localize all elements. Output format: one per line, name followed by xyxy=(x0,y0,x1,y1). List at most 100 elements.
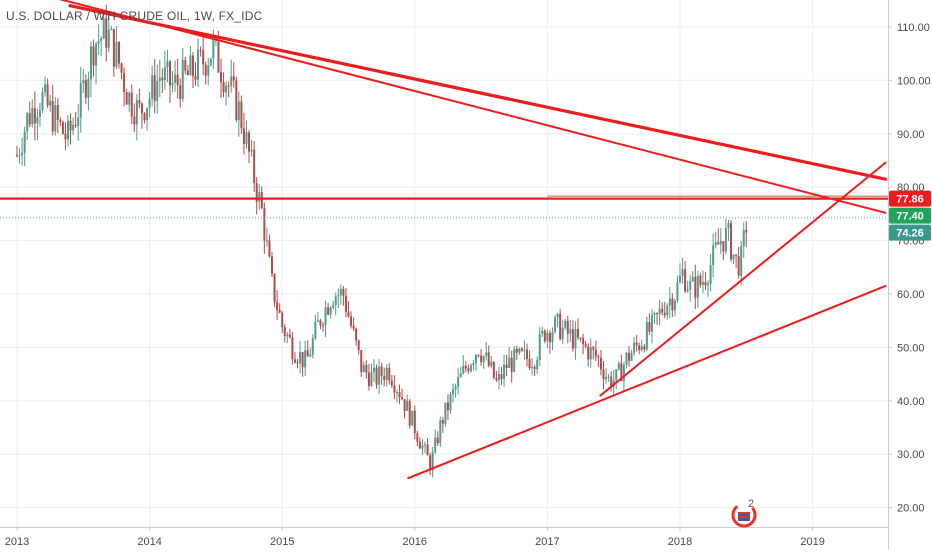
candle-body xyxy=(658,308,661,315)
candle-body xyxy=(714,242,717,246)
candle-body xyxy=(431,452,434,471)
candle-body xyxy=(434,437,437,453)
trendline-4[interactable] xyxy=(599,161,887,397)
candle-body xyxy=(304,350,307,368)
candle-body xyxy=(26,113,29,132)
candle-body xyxy=(724,228,727,252)
candle-body xyxy=(357,340,360,351)
candle-body xyxy=(742,229,745,247)
candle-body xyxy=(380,366,383,377)
candle-body xyxy=(559,313,562,340)
candle-body xyxy=(118,42,120,64)
candle-body xyxy=(263,208,266,241)
trendline-1[interactable] xyxy=(68,4,888,181)
candle-body xyxy=(367,372,370,386)
candle-body xyxy=(217,38,220,73)
candle-body xyxy=(281,312,284,328)
y-tick-label: 60.00 xyxy=(897,289,925,301)
candle-body xyxy=(373,367,375,372)
candle-body xyxy=(436,437,439,444)
candle-body xyxy=(533,367,536,370)
candle-body xyxy=(140,103,143,114)
candle-body xyxy=(523,349,526,351)
candle-body xyxy=(566,320,569,334)
candle-body xyxy=(505,364,508,368)
candle-body xyxy=(574,329,577,349)
candle-body xyxy=(740,246,743,276)
candle-body xyxy=(500,374,503,380)
candle-body xyxy=(123,72,126,93)
candle-body xyxy=(643,346,646,350)
badge-label: 74.26 xyxy=(896,228,924,240)
candle-body xyxy=(179,85,182,100)
trendline-3[interactable] xyxy=(407,284,887,480)
candle-body xyxy=(538,333,541,360)
candle-body xyxy=(477,355,480,357)
y-tick-label: 90.00 xyxy=(897,129,925,141)
candle-body xyxy=(653,312,656,316)
candle-body xyxy=(253,149,256,184)
candles xyxy=(16,4,748,478)
candle-body xyxy=(332,304,335,308)
trendlines[interactable] xyxy=(44,0,888,480)
candle-body xyxy=(679,275,681,283)
candle-body xyxy=(727,223,730,229)
candle-body xyxy=(469,365,472,372)
candle-body xyxy=(403,399,406,411)
candle-body xyxy=(230,76,233,86)
candle-body xyxy=(197,49,200,80)
candle-body xyxy=(732,254,735,260)
price-badge-77-40: 77.40 xyxy=(889,207,931,224)
candle-body xyxy=(174,74,177,83)
candle-body xyxy=(352,325,355,329)
x-tick-label: 2019 xyxy=(800,536,824,548)
candle-body xyxy=(398,392,401,398)
candle-body xyxy=(561,327,564,340)
candle-body xyxy=(395,392,398,394)
candle-body xyxy=(130,92,133,117)
candle-body xyxy=(128,92,131,105)
candle-body xyxy=(44,84,47,93)
candle-body xyxy=(95,43,98,66)
candle-body xyxy=(212,38,215,59)
candle-body xyxy=(424,444,426,446)
candle-body xyxy=(67,120,69,140)
candle-body xyxy=(319,320,322,326)
candle-body xyxy=(16,155,18,157)
candle-body xyxy=(735,254,738,257)
candle-body xyxy=(531,367,534,369)
candle-body xyxy=(329,307,332,315)
candle-body xyxy=(120,63,123,73)
price-badges: 77.86 77.40 74.26 xyxy=(889,190,931,241)
candle-body xyxy=(503,364,506,380)
candle-body xyxy=(439,420,442,444)
candle-body xyxy=(464,365,467,369)
price-lines xyxy=(0,195,888,219)
candle-body xyxy=(347,311,350,317)
candle-body xyxy=(408,400,411,426)
candle-body xyxy=(296,362,299,364)
candle-body xyxy=(334,296,337,305)
candle-body xyxy=(344,295,347,312)
candle-body xyxy=(100,38,103,42)
candle-body xyxy=(31,107,34,125)
badge-label: 77.86 xyxy=(896,194,924,206)
candle-body xyxy=(633,342,636,353)
candle-body xyxy=(446,402,449,411)
candle-body xyxy=(260,192,263,209)
y-tick-label: 110.00 xyxy=(897,22,930,34)
x-tick-label: 2015 xyxy=(270,536,294,548)
candle-body xyxy=(696,275,699,298)
candle-body xyxy=(355,328,358,341)
trendline-2[interactable] xyxy=(44,0,887,214)
candle-body xyxy=(273,273,276,303)
candle-body xyxy=(429,455,432,471)
candle-body xyxy=(138,100,141,104)
candle-body xyxy=(656,312,659,315)
candle-body xyxy=(102,18,105,39)
candle-body xyxy=(717,242,720,245)
candle-body xyxy=(709,265,712,284)
